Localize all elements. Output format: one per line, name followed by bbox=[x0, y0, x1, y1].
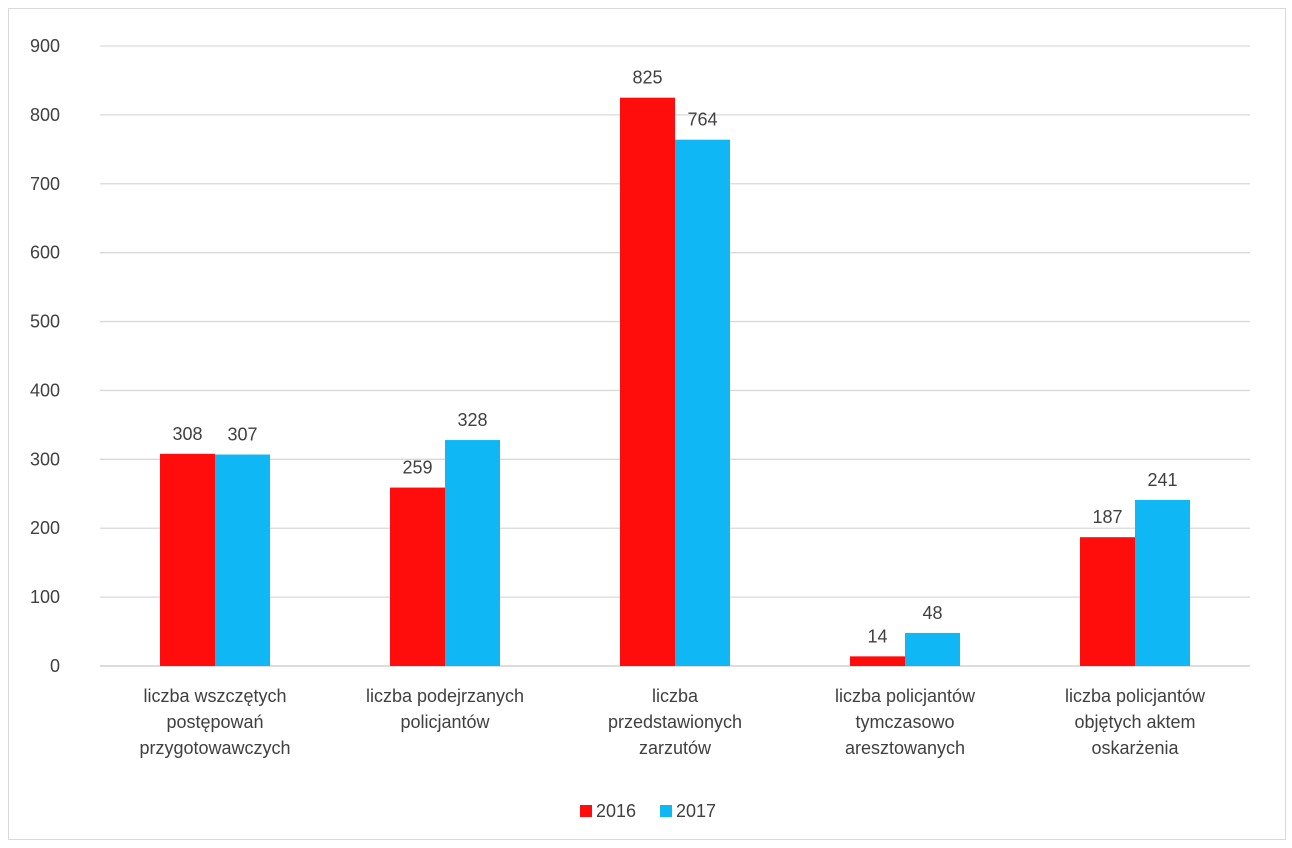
y-tick-label: 500 bbox=[30, 312, 60, 332]
category-label-line: zarzutów bbox=[639, 738, 712, 758]
bar-2016-3 bbox=[620, 97, 675, 666]
category-label-line: postępowań bbox=[166, 712, 263, 732]
data-label-2017-3: 764 bbox=[687, 110, 717, 130]
data-label-2016-3: 825 bbox=[632, 68, 662, 88]
y-tick-label: 0 bbox=[50, 656, 60, 676]
data-label-2017-2: 328 bbox=[457, 410, 487, 430]
bars bbox=[160, 97, 1190, 666]
data-label-2016-1: 308 bbox=[172, 424, 202, 444]
category-label-line: oskarżenia bbox=[1091, 738, 1179, 758]
y-tick-label: 700 bbox=[30, 174, 60, 194]
category-label-line: liczba podejrzanych bbox=[366, 686, 524, 706]
legend-swatch-2016 bbox=[580, 805, 592, 817]
data-label-2016-5: 187 bbox=[1092, 507, 1122, 527]
data-label-2016-4: 14 bbox=[867, 626, 887, 646]
bar-2017-3 bbox=[675, 139, 730, 666]
data-label-2017-5: 241 bbox=[1147, 470, 1177, 490]
category-label-line: tymczasowo bbox=[855, 712, 954, 732]
legend-label-2017: 2017 bbox=[676, 801, 716, 821]
category-label-4: liczba policjantów tymczasowo aresztowanyc… bbox=[835, 686, 976, 758]
legend: 2016 2017 bbox=[580, 801, 716, 821]
bar-2017-2 bbox=[445, 440, 500, 666]
category-label-line: aresztowanych bbox=[845, 738, 965, 758]
category-label-2: liczba podejrzanych policjantów bbox=[366, 686, 524, 732]
y-tick-label: 300 bbox=[30, 449, 60, 469]
bar-2016-5 bbox=[1080, 537, 1135, 666]
data-label-2017-4: 48 bbox=[922, 603, 942, 623]
y-tick-label: 200 bbox=[30, 518, 60, 538]
y-axis-ticks: 0 100 200 300 400 500 600 700 800 900 bbox=[30, 36, 60, 676]
data-label-2016-2: 259 bbox=[402, 458, 432, 478]
category-label-3: liczba przedstawionych zarzutów bbox=[608, 686, 742, 758]
category-label-1: liczba wszczętych postępowań przygotowawcz… bbox=[139, 686, 290, 758]
data-labels: 308 307 259 328 825 764 14 48 187 241 bbox=[172, 68, 1177, 647]
bar-2016-1 bbox=[160, 453, 215, 666]
category-label-line: liczba policjantów bbox=[835, 686, 976, 706]
bar-2017-5 bbox=[1135, 499, 1190, 666]
legend-swatch-2017 bbox=[660, 805, 672, 817]
category-label-5: liczba policjantów objętych aktem oskarżen… bbox=[1065, 686, 1206, 758]
category-labels: liczba wszczętych postępowań przygotowawcz… bbox=[139, 686, 1206, 758]
bar-2016-4 bbox=[850, 656, 905, 666]
category-label-line: przygotowawczych bbox=[139, 738, 290, 758]
data-label-2017-1: 307 bbox=[227, 425, 257, 445]
bar-2016-2 bbox=[390, 487, 445, 666]
y-tick-label: 400 bbox=[30, 380, 60, 400]
y-tick-label: 800 bbox=[30, 105, 60, 125]
legend-label-2016: 2016 bbox=[596, 801, 636, 821]
category-label-line: przedstawionych bbox=[608, 712, 742, 732]
bar-2017-1 bbox=[215, 454, 270, 666]
y-tick-label: 100 bbox=[30, 587, 60, 607]
category-label-line: liczba bbox=[652, 686, 699, 706]
y-tick-label: 900 bbox=[30, 36, 60, 56]
category-label-line: objętych aktem bbox=[1074, 712, 1195, 732]
category-label-line: liczba policjantów bbox=[1065, 686, 1206, 706]
y-tick-label: 600 bbox=[30, 243, 60, 263]
category-label-line: policjantów bbox=[400, 712, 490, 732]
bar-2017-4 bbox=[905, 632, 960, 666]
category-label-line: liczba wszczętych bbox=[143, 686, 286, 706]
